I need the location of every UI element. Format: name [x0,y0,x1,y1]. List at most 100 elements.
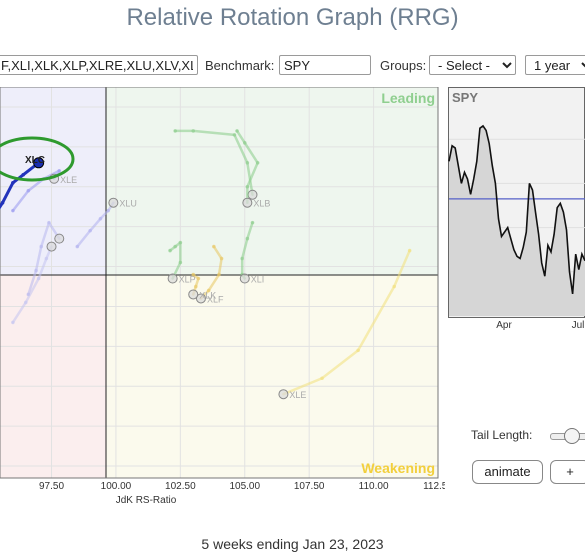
xlc-label: XLC [25,155,45,166]
rrg-xtick-label: 105.00 [229,481,260,492]
spy-title: SPY [452,90,478,105]
rrg-tail-point [242,141,247,145]
rrg-tail-point [106,208,111,213]
weakening-quadrant-label: Weakening [361,460,435,476]
rrg-tail-point [196,276,201,281]
rrg-xtick-label: 110.00 [359,481,389,492]
rrg-series-label: XLE [60,175,77,185]
rrg-xtick-label: 107.50 [294,481,325,492]
quadrant-lagging [0,275,106,478]
spy-xtick-jul: Jul [572,320,585,331]
rrg-head-point[interactable] [242,197,253,208]
rrg-series-label: XLF [207,294,224,304]
spy-chart-svg: SPY Apr Jul [448,87,585,331]
rrg-tail-point [75,244,80,249]
rrg-xticks: 97.50 100.00 102.50 105.00 107.50 110.00 112.5… [39,481,453,492]
rrg-xtick-label: 102.50 [165,481,196,492]
groups-select[interactable]: - Select - [429,55,516,75]
rrg-tail-point [23,300,28,305]
date-range-caption: 5 weeks ending Jan 23, 2023 [201,536,384,552]
rrg-head-point[interactable] [33,157,45,169]
rrg-tail-point [57,168,62,173]
rrg-series-label: XLP [179,275,196,285]
rrg-tail-point [194,284,198,289]
rrg-head-point[interactable] [167,273,178,284]
rrg-tail-point [44,256,49,261]
quadrant-weakening [106,275,438,478]
rrg-tail-point [392,284,397,289]
rrg-tail-point [255,161,260,165]
rrg-tail-point [212,244,216,249]
rrg-series-label: XLU [119,199,137,209]
rrg-tail-point [245,236,250,241]
rrg-head-point[interactable] [239,273,250,284]
rrg-head-point[interactable] [188,289,199,300]
rrg-head-point[interactable] [278,389,289,400]
spy-xtick-apr: Apr [496,320,512,331]
rrg-head-point[interactable] [108,197,119,208]
rrg-tail-point [11,320,15,325]
xlc-highlight-ellipse [0,136,75,182]
plus-button[interactable]: + [550,460,585,484]
spy-price-area [449,125,585,317]
rrg-grid [0,87,438,478]
rrg-tail-point [173,244,177,249]
tail-length-slider-knob[interactable] [564,428,580,444]
controls-bar: Benchmark: Groups: - Select - 1 year [0,50,585,80]
rrg-head-point[interactable] [46,241,57,252]
rrg-tail-point [178,260,183,265]
rrg-chart: XLE XLU XLB XLI XLP XLF XLK XLE Leading Weakeni… [0,86,453,507]
period-select[interactable]: 1 year [525,55,585,75]
rrg-tail-point [88,228,92,233]
rrg-tail-point [240,256,244,261]
rrg-head-point[interactable] [54,233,65,244]
leading-quadrant-label: Leading [381,90,435,106]
tail-length-slider[interactable] [550,428,585,444]
rrg-tail-point [173,129,177,133]
rrg-series-label: XLE [289,390,306,400]
spy-price-line [448,124,585,295]
rrg-series-label: XLK [199,290,216,300]
rrg-tail-point [219,256,224,261]
tail-length-label: Tail Length: [471,428,533,442]
rrg-xtick-label: 112.50 [423,481,445,492]
rrg-tail-point [320,376,324,381]
rrg-tail-point [217,272,221,277]
rrg-tail-point [98,216,103,221]
rrg-tail-point [11,180,15,185]
groups-label: Groups: [380,58,427,73]
spy-chart: SPY Apr Jul [448,87,585,331]
rrg-tail-point [245,161,250,165]
rrg-tail-point [34,268,38,273]
rrg-series-label: XLB [253,199,270,209]
rrg-tail-point [250,220,255,225]
rrg-head-point[interactable] [195,293,206,304]
benchmark-label: Benchmark: [205,58,275,73]
rrg-tail-point [21,172,25,177]
rrg-tail-point [407,248,412,253]
rrg-xtick-label: 100.00 [101,481,132,492]
symbols-input[interactable] [0,55,198,75]
rrg-xtick-label: 97.50 [39,481,64,492]
benchmark-input[interactable] [279,55,371,75]
page-title: Relative Rotation Graph (RRG) [126,4,459,31]
rrg-tail-point [0,200,5,205]
rrg-tail-point [11,208,15,213]
rrg-tail-point [206,288,211,293]
animate-button[interactable]: animate [472,460,543,484]
rrg-plot-border [0,86,439,479]
rrg-tail-point [36,276,41,281]
x-axis-label: JdK RS-Ratio [116,495,177,506]
rrg-tail-point [178,240,183,245]
rrg-tail-point [232,133,237,137]
rrg-tail-point [39,244,44,249]
rrg-tail-point [168,248,172,253]
rrg-tail-point [47,220,51,225]
rrg-tail-point [235,129,239,133]
rrg-tail-point [356,348,360,353]
rrg-series-label: XLI [251,275,265,285]
rrg-tail-point [191,129,196,133]
quadrant-leading [106,87,438,275]
rrg-tail-point [245,184,250,189]
